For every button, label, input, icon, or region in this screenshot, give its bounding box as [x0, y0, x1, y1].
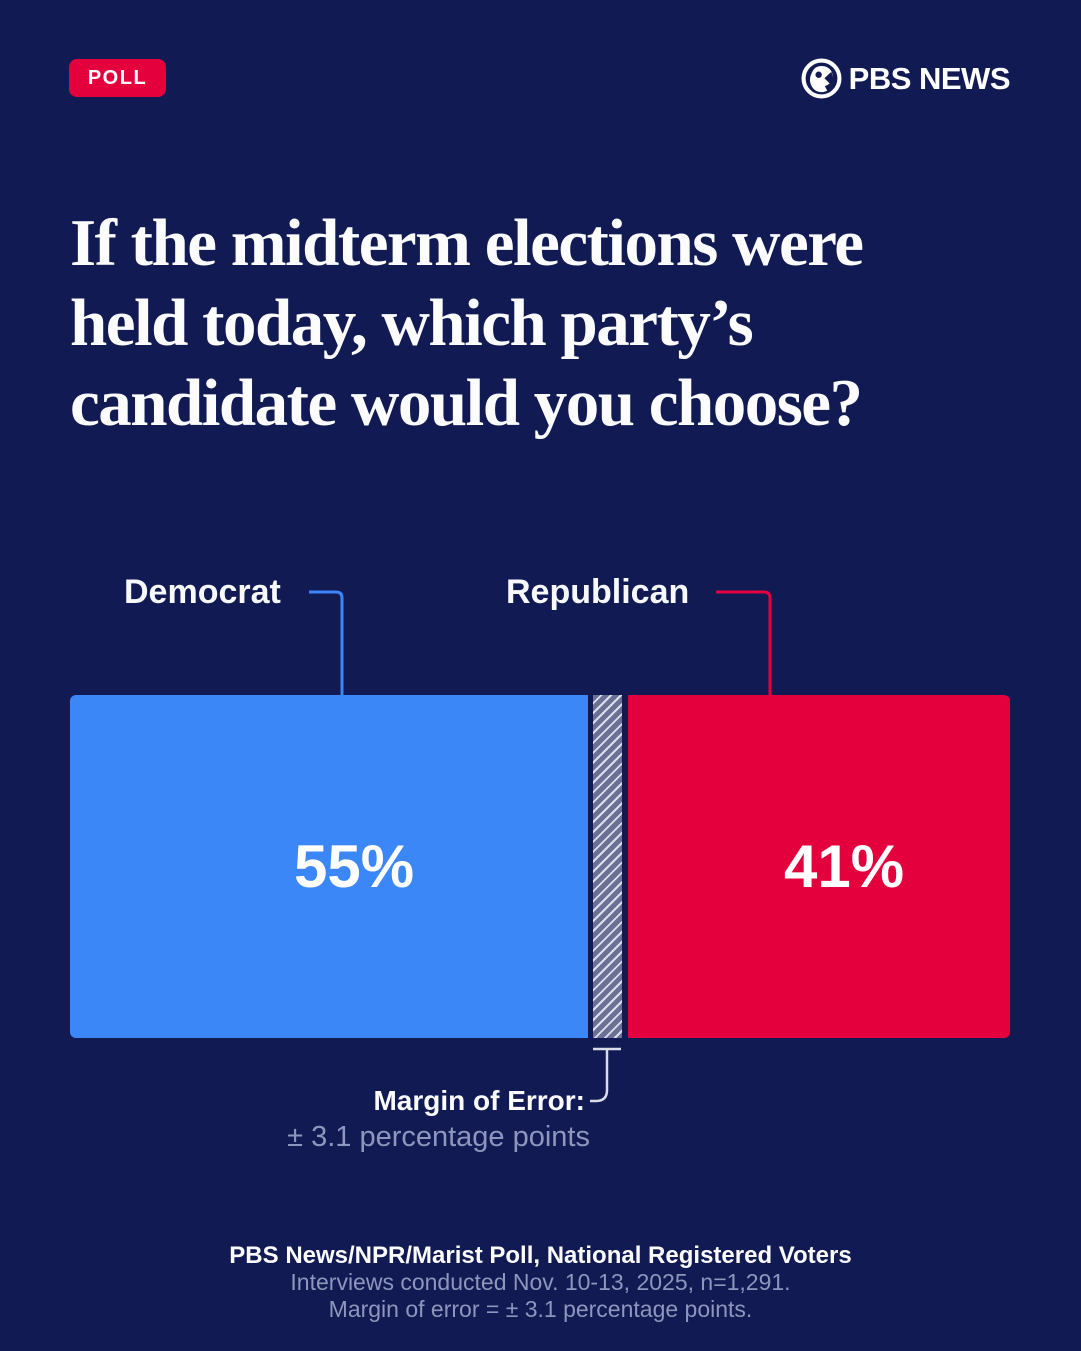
brand-wordmark: PBS NEWS	[848, 60, 1011, 96]
democrat-value: 55%	[293, 833, 415, 900]
republican-bar: 41%	[628, 695, 1010, 1038]
margin-of-error-hatch	[593, 695, 622, 1038]
source-line-3: Margin of error = ± 3.1 percentage point…	[328, 1296, 753, 1322]
source-footer: PBS News/NPR/Marist Poll, National Regis…	[0, 1242, 1081, 1323]
pbs-head-logo-icon	[801, 58, 842, 98]
page-title: If the midterm elections were held today…	[70, 203, 1030, 443]
democrat-label: Democrat	[124, 573, 281, 611]
title-line-3: candidate would you choose?	[70, 366, 863, 440]
title-line-2: held today, which party’s	[70, 286, 754, 360]
title-line-1: If the midterm elections were	[70, 206, 864, 280]
republican-value: 41%	[783, 833, 905, 900]
source-line-1: PBS News/NPR/Marist Poll, National Regis…	[229, 1242, 852, 1269]
margin-of-error-label: Margin of Error:	[373, 1085, 585, 1116]
pbs-news-brand: PBS NEWS	[801, 57, 1011, 99]
margin-of-error-value: ± 3.1 percentage points	[287, 1121, 590, 1153]
poll-badge: POLL	[69, 59, 166, 97]
democrat-bar: 55%	[70, 695, 588, 1038]
republican-label: Republican	[506, 573, 690, 611]
source-line-2: Interviews conducted Nov. 10-13, 2025, n…	[290, 1269, 791, 1295]
